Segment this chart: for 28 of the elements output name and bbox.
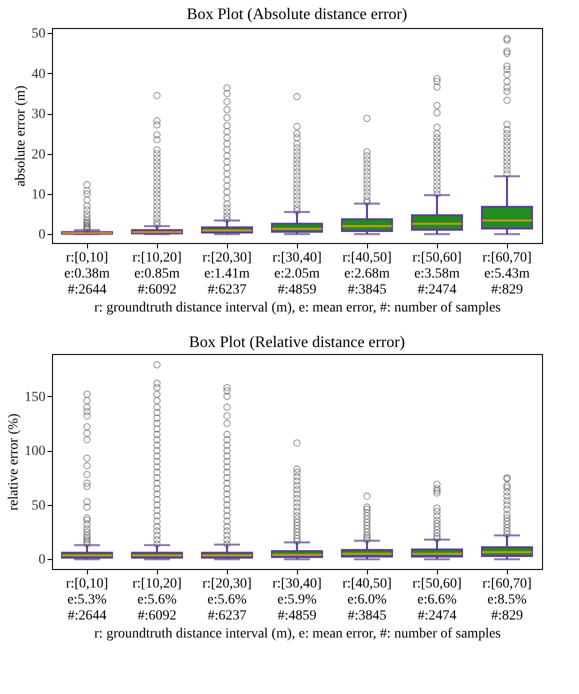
x-tick-label: r:[40,50] e:6.0% #:3845 [342, 576, 392, 624]
y-tick-label: 10 [32, 187, 46, 202]
x-tick-label: r:[30,40] e:5.9% #:4859 [272, 576, 322, 624]
y-tick-label: 150 [24, 390, 46, 405]
x-tick-label: r:[20,30] e:5.6% #:6237 [202, 576, 252, 624]
x-tick-label: r:[50,60] e:6.6% #:2474 [412, 576, 462, 624]
x-tick-label: r:[10,20] e:0.85m #:6092 [132, 250, 182, 298]
x-tick-label: r:[20,30] e:1.41m #:6237 [202, 250, 252, 298]
y-tick-label: 0 [38, 552, 46, 568]
x-tick-label: r:[40,50] e:2.68m #:3845 [342, 250, 392, 298]
y-axis-title: absolute error (m) [14, 85, 28, 187]
y-tick-label: 30 [32, 107, 46, 122]
x-tick-label: r:[60,70] e:8.5% #:829 [482, 576, 532, 624]
x-tick-label: r:[50,60] e:3.58m #:2474 [412, 250, 462, 298]
chart-title: Box Plot (Relative distance error) [189, 334, 405, 351]
y-tick-label: 100 [24, 444, 46, 460]
x-tick-label: r:[30,40] e:2.05m #:4859 [272, 250, 322, 298]
y-axis-title: relative error (%) [6, 413, 22, 511]
x-axis-title: r: groundtruth distance interval (m), e: mean error, #: number of samples [94, 300, 501, 316]
y-tick-label: 0 [38, 228, 46, 243]
y-tick-label: 20 [32, 147, 46, 162]
y-tick-label: 40 [32, 66, 46, 82]
chart-title: Box Plot (Absolute distance error) [186, 6, 408, 24]
x-tick-label: r:[10,20] e:5.6% #:6092 [132, 576, 182, 624]
y-tick-label: 50 [32, 26, 46, 42]
y-tick-label: 50 [32, 498, 46, 514]
x-tick-label: r:[60,70] e:5.43m #:829 [482, 250, 532, 298]
x-axis-title: r: groundtruth distance interval (m), e: mean error, #: number of samples [94, 626, 501, 642]
